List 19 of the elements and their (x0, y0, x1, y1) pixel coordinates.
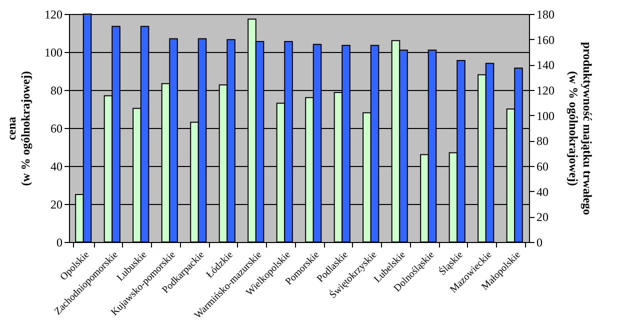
y-tick-label: 80 (50, 84, 62, 98)
y2-tick-label: 180 (536, 8, 554, 22)
y-axis-title: cena (w % ogólnokrajowej) (4, 71, 32, 186)
y-tick-label: 60 (50, 122, 62, 136)
y2-tick-label: 0 (536, 236, 542, 250)
y-tick-label: 100 (44, 46, 62, 60)
y2-tick-label: 140 (536, 58, 554, 72)
y2-axis-title: produktywność majątku trwałego (w % ogólnokrajowej) (566, 42, 594, 216)
y2-tick-label: 40 (536, 184, 548, 199)
y-tick-label: 0 (56, 236, 62, 250)
y2-tick-label: 160 (536, 32, 554, 47)
y2-tick-label: 80 (536, 134, 548, 148)
y2-tick-label: 120 (536, 84, 554, 98)
y2-tick-label: 100 (536, 108, 554, 123)
y-tick-label: 120 (44, 8, 62, 22)
y2-tick-label: 60 (536, 160, 548, 174)
y-tick-label: 40 (50, 160, 62, 174)
y-tick-label: 20 (50, 198, 62, 212)
y2-tick-label: 20 (536, 210, 548, 224)
